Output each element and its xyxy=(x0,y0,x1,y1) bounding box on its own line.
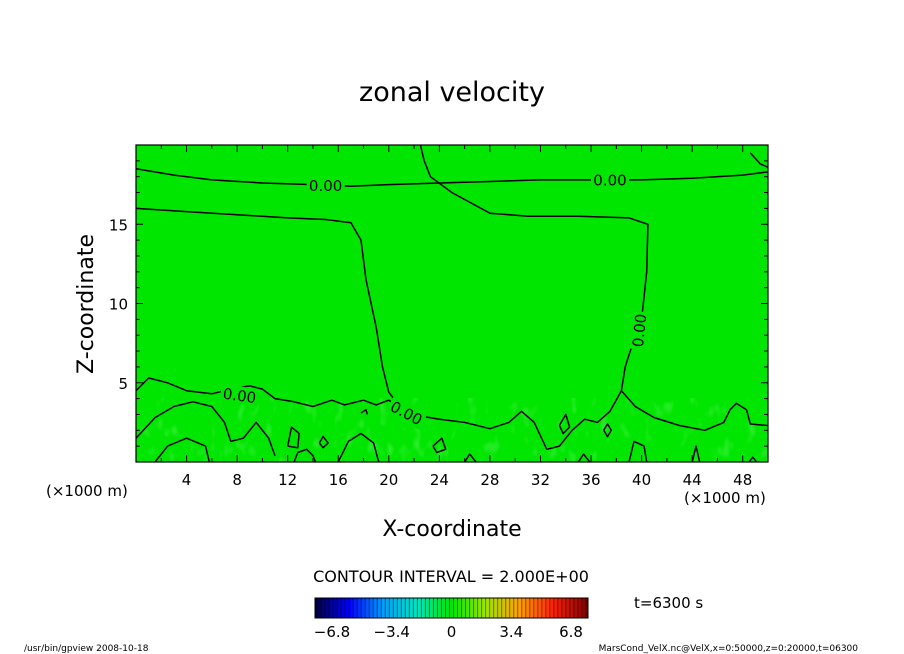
footer-right: MarsCond_VelX.nc@VelX,x=0:50000,z=0:2000… xyxy=(599,644,859,654)
colorbar-tick-label: −3.4 xyxy=(374,623,410,641)
y-axis-label: Z-coordinate xyxy=(74,234,99,374)
x-tick-label: 20 xyxy=(379,471,398,489)
contour-label: 0.00 xyxy=(591,170,629,189)
x-tick-label: 32 xyxy=(531,471,550,489)
contour-label: 0.00 xyxy=(219,383,260,407)
contour-line xyxy=(558,413,571,435)
contour-line xyxy=(293,448,317,462)
x-tick-label: 4 xyxy=(182,471,192,489)
contour-line xyxy=(749,152,768,168)
colorbar xyxy=(315,598,588,618)
chart-title: zonal velocity xyxy=(359,77,545,108)
x-tick-label: 40 xyxy=(632,471,651,489)
x-tick-label: 36 xyxy=(581,471,600,489)
x-tick-label: 12 xyxy=(278,471,297,489)
contour-line xyxy=(337,432,380,462)
contour-label: 0.00 xyxy=(306,176,345,195)
x-unit-right: (×1000 m) xyxy=(684,489,766,507)
contour-line xyxy=(620,390,768,432)
contour-interval: CONTOUR INTERVAL = 2.000E+00 xyxy=(313,567,589,586)
contour-line xyxy=(748,456,758,462)
contour-line xyxy=(577,453,591,462)
contour-label-text: 0.00 xyxy=(309,177,342,195)
x-axis-label: X-coordinate xyxy=(382,517,521,542)
x-tick-label: 48 xyxy=(733,471,752,489)
contour-lines xyxy=(136,145,768,462)
contour-label-text: 0.00 xyxy=(629,313,650,348)
contour-line xyxy=(439,390,623,451)
contour-line xyxy=(463,453,477,462)
near-surface-turbulence xyxy=(136,398,768,462)
contour-line xyxy=(286,426,300,449)
x-axis-ticks: 4 8 12 16 20 24 28 32 36 40 44 48 xyxy=(160,145,752,489)
contour-line xyxy=(154,437,211,462)
x-tick-label: 28 xyxy=(480,471,499,489)
x-tick-label: 44 xyxy=(683,471,702,489)
time-label: t=6300 s xyxy=(634,594,703,612)
colorbar-ticks: −6.8 −3.4 0 3.4 6.8 xyxy=(314,623,583,641)
colorbar-tick-label: 6.8 xyxy=(559,623,583,641)
contour-line xyxy=(432,437,447,454)
contour-line xyxy=(603,423,613,438)
y-axis-ticks: 5 10 15 xyxy=(109,160,768,447)
colorbar-tick-label: −6.8 xyxy=(314,623,350,641)
contour-line xyxy=(136,377,402,409)
footer-left: /usr/bin/gpview 2008-10-18 xyxy=(24,644,149,654)
contour-label-text: 0.00 xyxy=(222,385,258,407)
contour-label-gap xyxy=(591,170,629,189)
contour-label-text: 0.00 xyxy=(593,171,626,189)
contour-label: 0.00 xyxy=(628,310,651,351)
y-tick-label: 10 xyxy=(109,296,128,314)
contour-label-gap xyxy=(385,396,428,430)
colorbar-stripes xyxy=(316,598,587,618)
colorbar-frame xyxy=(314,597,589,619)
colorbar-tick-label: 3.4 xyxy=(499,623,523,641)
contour-line xyxy=(360,408,369,415)
colorbar-tick-label: 0 xyxy=(447,623,457,641)
contour-line xyxy=(628,440,648,462)
contour-line xyxy=(691,445,701,462)
y-tick-label: 15 xyxy=(109,216,128,234)
contour-label-gap xyxy=(219,383,260,407)
x-unit-left: (×1000 m) xyxy=(46,482,128,500)
y-tick-label: 5 xyxy=(118,375,128,393)
contour-labels: 0.00 0.000.000.000.00 xyxy=(219,170,651,430)
contour-label-gap xyxy=(306,176,345,195)
contour-line xyxy=(318,435,329,449)
x-tick-label: 8 xyxy=(232,471,242,489)
contour-label-gap xyxy=(628,310,651,351)
x-tick-label: 24 xyxy=(430,471,449,489)
contour-line xyxy=(136,401,276,456)
x-tick-label: 16 xyxy=(329,471,348,489)
